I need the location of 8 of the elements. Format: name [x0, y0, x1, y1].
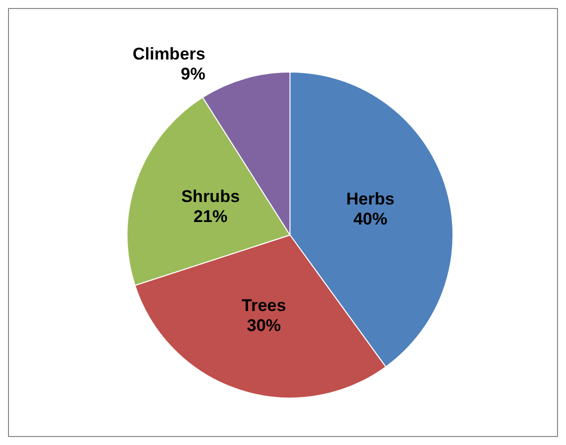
data-label: 40% [353, 209, 388, 228]
slice-label: Climbers [132, 44, 206, 64]
data-label: 30% [246, 316, 281, 335]
slice-label: Herbs [346, 189, 394, 208]
data-label: 9% [180, 64, 206, 84]
slice-label: Shrubs [181, 186, 240, 206]
slice-label: Trees [242, 296, 286, 315]
data-label: 21% [193, 206, 228, 226]
